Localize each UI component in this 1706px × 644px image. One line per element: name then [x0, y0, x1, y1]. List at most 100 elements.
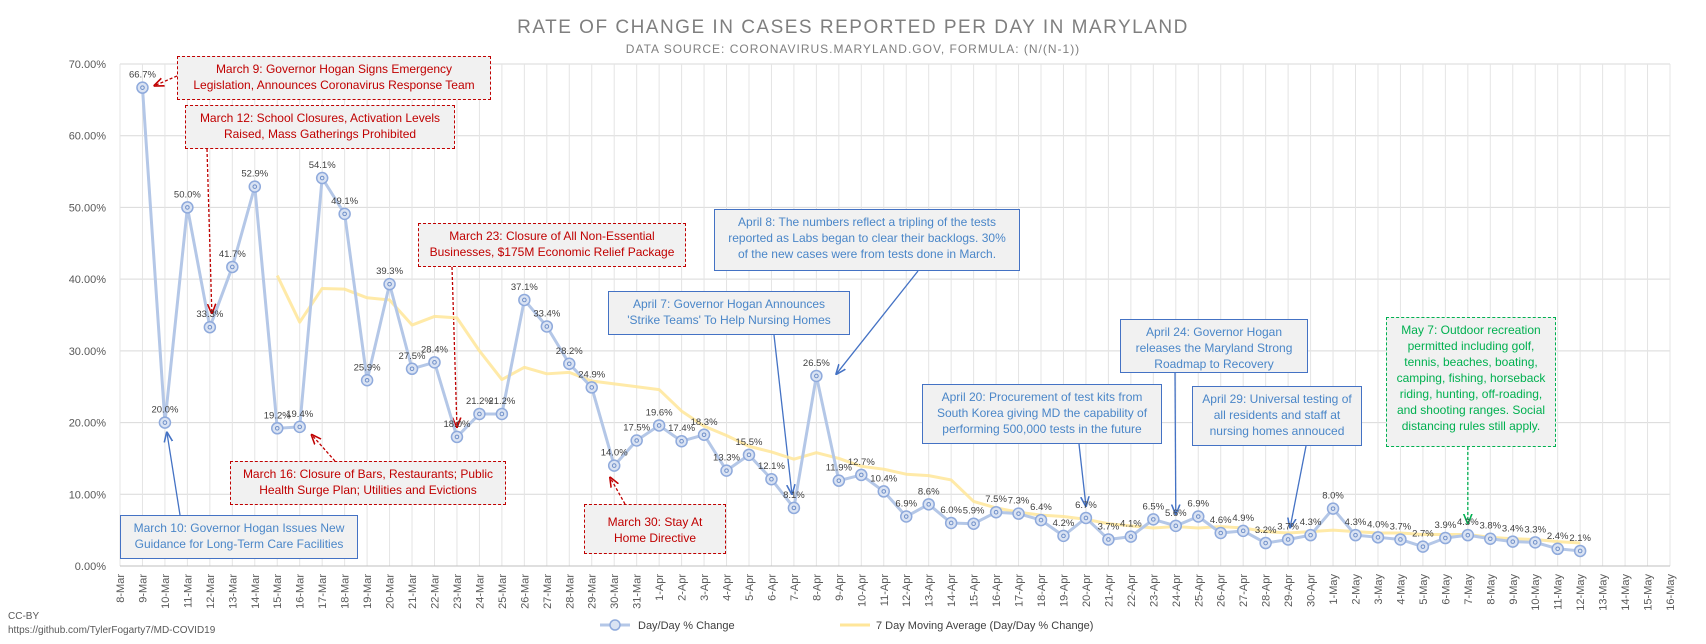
data-point — [1394, 533, 1407, 546]
data-label: 7.5% — [985, 494, 1007, 505]
x-tick-label: 6-May — [1440, 574, 1452, 605]
data-point — [1259, 536, 1272, 550]
y-tick-label: 30.00% — [69, 346, 107, 358]
data-label: 15.5% — [736, 437, 763, 448]
data-label: 2.7% — [1412, 529, 1434, 540]
x-tick-label: 21-Mar — [407, 574, 419, 609]
data-point-core — [993, 509, 999, 515]
data-point-core — [1083, 515, 1089, 521]
data-point — [1551, 542, 1564, 556]
data-point-core — [1263, 540, 1268, 546]
data-label: 17.5% — [623, 423, 650, 434]
data-point — [360, 374, 374, 387]
data-point — [787, 501, 801, 515]
data-point-core — [522, 297, 527, 303]
annotation-april-20: April 20: Procurement of test kits from … — [922, 384, 1162, 444]
data-point — [1573, 544, 1587, 558]
data-label: 8.1% — [783, 490, 805, 501]
data-point — [944, 516, 958, 530]
x-tick-label: 18-Mar — [340, 574, 352, 609]
data-point — [428, 356, 441, 369]
data-point — [1034, 513, 1048, 527]
data-point-core — [791, 505, 797, 511]
data-label: 4.2% — [1053, 518, 1075, 529]
data-point — [270, 422, 284, 435]
annotation-arrow — [836, 270, 919, 374]
x-tick-label: 2-May — [1351, 574, 1363, 605]
data-label: 7.3% — [1008, 496, 1030, 507]
chart-subtitle: DATA SOURCE: CORONAVIRUS.MARYLAND.GOV, F… — [626, 42, 1080, 56]
data-label: 3.7% — [1098, 521, 1120, 532]
x-tick-label: 26-Apr — [1216, 574, 1228, 607]
x-tick-label: 15-Mar — [272, 574, 284, 609]
annotation-arrow — [1078, 443, 1086, 506]
y-tick-label: 60.00% — [69, 131, 107, 143]
data-label: 6.5% — [1143, 501, 1165, 512]
data-point — [810, 369, 823, 383]
data-point — [495, 407, 509, 421]
x-tick-label: 10-Mar — [160, 574, 172, 609]
data-point-core — [297, 424, 303, 430]
x-tick-label: 9-Mar — [137, 574, 149, 603]
data-point — [899, 510, 913, 523]
data-label: 26.5% — [803, 358, 830, 369]
data-label: 19.4% — [286, 409, 313, 420]
data-point — [1124, 530, 1138, 543]
data-point — [1416, 540, 1430, 553]
data-point — [563, 357, 576, 371]
data-point — [518, 293, 531, 307]
data-point-core — [1016, 511, 1021, 516]
data-point — [630, 434, 643, 447]
data-label: 10.4% — [870, 473, 897, 484]
data-point — [967, 517, 980, 530]
data-label: 5.9% — [963, 506, 985, 517]
credit-source-link[interactable]: https://github.com/TylerFogarty7/MD-COVI… — [8, 625, 216, 636]
data-point-core — [544, 324, 550, 329]
x-tick-label: 14-Apr — [946, 574, 958, 607]
data-label: 2.1% — [1569, 533, 1591, 544]
data-point-core — [859, 472, 864, 478]
data-label: 21.2% — [488, 396, 515, 407]
data-label: 66.7% — [129, 70, 156, 81]
data-label: 3.3% — [1524, 524, 1546, 535]
data-point — [1439, 531, 1452, 545]
data-label: 6.9% — [1187, 499, 1209, 510]
data-label: 8.0% — [1322, 491, 1344, 502]
annotation-april-29: April 29: Universal testing of all resid… — [1192, 386, 1362, 446]
data-label: 12.7% — [848, 457, 875, 468]
data-label: 28.2% — [556, 346, 583, 357]
data-label: 54.1% — [309, 160, 336, 171]
data-point-core — [319, 175, 325, 181]
data-point-core — [971, 521, 976, 526]
data-label: 39.3% — [376, 266, 403, 277]
data-point-core — [364, 377, 370, 383]
data-label: 20.0% — [151, 405, 178, 416]
x-tick-label: 10-Apr — [856, 574, 868, 607]
data-label: 3.4% — [1502, 524, 1524, 535]
x-tick-label: 11-May — [1553, 574, 1565, 610]
annotation-april-24: April 24: Governor Hogan releases the Ma… — [1120, 319, 1308, 373]
data-point-core — [656, 423, 662, 428]
data-point-core — [1218, 530, 1224, 536]
data-point — [181, 201, 194, 214]
data-label: 21.2% — [466, 396, 493, 407]
annotation-march-23: March 23: Closure of All Non-Essential B… — [418, 223, 686, 267]
data-point-core — [881, 489, 887, 494]
x-tick-label: 20-Mar — [385, 574, 397, 609]
x-tick-label: 22-Mar — [429, 574, 441, 609]
x-tick-label: 18-Apr — [1036, 574, 1048, 607]
data-point-core — [207, 324, 213, 330]
data-point-core — [679, 438, 684, 444]
data-point — [697, 428, 711, 442]
series-day-change — [136, 81, 1587, 558]
y-axis: 0.00% 10.00% 20.00% 30.00% 40.00% 50.00% 60.00… — [69, 59, 107, 573]
x-tick-label: 16-May — [1665, 574, 1677, 611]
data-point — [989, 505, 1003, 519]
x-tick-label: 27-Mar — [542, 574, 554, 609]
data-point — [1349, 528, 1362, 542]
data-label: 24.9% — [578, 369, 605, 380]
moving-average-line — [275, 274, 1581, 545]
x-tick-label: 17-Apr — [1014, 574, 1026, 607]
data-point-core — [566, 361, 572, 367]
data-point-core — [634, 438, 639, 443]
